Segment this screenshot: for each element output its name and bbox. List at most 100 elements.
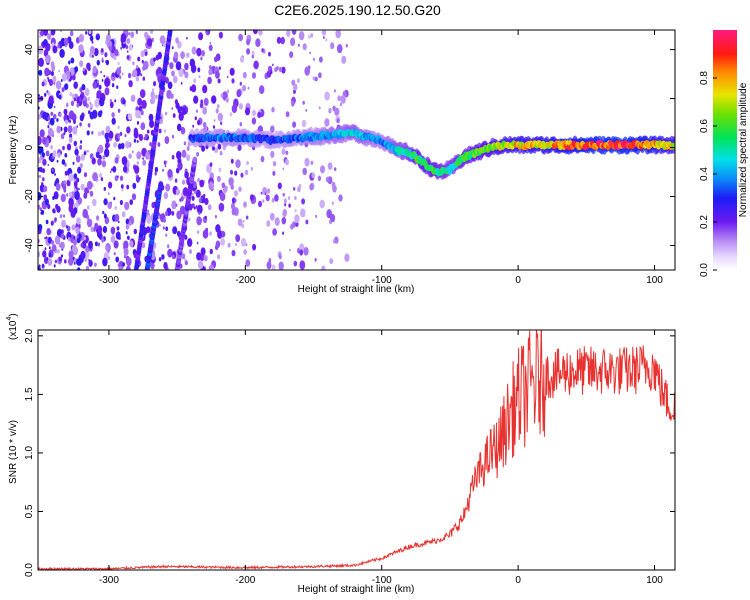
spectrogram-speckle xyxy=(69,91,73,97)
spectrogram-speckle xyxy=(165,210,169,217)
spectrogram-speckle xyxy=(78,187,80,191)
spectrogram-speckle xyxy=(98,84,102,90)
spectrogram-speckle xyxy=(208,68,213,76)
x-tick-label: -100 xyxy=(372,575,392,586)
spectrogram-speckle xyxy=(186,36,188,40)
spectrogram-speckle xyxy=(129,240,134,248)
spectrogram-speckle xyxy=(79,144,83,150)
spectrogram-speckle xyxy=(164,77,169,84)
spectrogram-speckle xyxy=(202,229,209,239)
spectrogram-speckle xyxy=(320,165,325,174)
spectrogram-speckle xyxy=(136,161,139,165)
spectrogram-speckle xyxy=(71,113,77,122)
y-tick-label: 0.0 xyxy=(24,563,35,577)
spectrogram-speckle xyxy=(339,102,342,107)
spectrogram-speckle xyxy=(39,166,43,173)
spectrogram-speckle xyxy=(187,217,191,222)
spectrogram-speckle xyxy=(47,203,51,210)
spectrogram-speckle xyxy=(76,177,80,183)
spectrogram-speckle xyxy=(149,119,155,128)
spectrogram-speckle xyxy=(163,192,169,200)
spectrogram-speckle xyxy=(84,251,90,259)
spectrogram-speckle xyxy=(123,247,129,256)
spectrogram-speckle xyxy=(131,193,137,201)
spectrogram-speckle xyxy=(68,257,74,266)
spectrogram-speckle xyxy=(142,157,144,161)
spectrogram-speckle xyxy=(50,220,54,226)
spectrogram-speckle xyxy=(200,247,206,256)
spectrogram-speckle xyxy=(198,198,202,204)
spectrogram-speckle xyxy=(308,34,311,39)
spectrogram-speckle xyxy=(219,151,223,156)
spectrogram-speckle xyxy=(119,199,123,206)
spectrogram-speckle xyxy=(270,125,275,133)
colorbar: 0.0 0.2 0.4 0.6 0.8 Normalized spectral ampl… xyxy=(699,30,749,277)
spectrogram-speckle xyxy=(196,47,202,57)
spectrogram-speckle xyxy=(337,95,342,102)
spectrogram-speckle xyxy=(122,262,125,267)
spectrogram-speckle xyxy=(150,96,156,104)
spectrogram-speckle xyxy=(106,34,111,42)
spectrogram-speckle xyxy=(344,253,350,262)
spectrogram-speckle xyxy=(86,62,91,70)
spectrogram-speckle xyxy=(131,150,134,154)
spectrogram-speckle xyxy=(235,159,241,169)
spectrogram-speckle xyxy=(103,213,107,219)
spectrogram-speckle xyxy=(59,112,62,118)
spectrogram-speckle xyxy=(309,51,311,55)
spectrogram-speckle xyxy=(142,76,146,81)
spectrogram-speckle xyxy=(47,258,53,266)
spectrogram-speckle xyxy=(235,243,237,246)
spectrogram-speckle xyxy=(278,66,283,73)
spectrogram-speckle xyxy=(159,35,166,45)
spectrogram-speckle xyxy=(334,89,336,93)
spectrogram-speckle xyxy=(55,178,60,185)
spectrogram-speckle xyxy=(74,190,80,201)
spectrogram-speckle xyxy=(109,101,114,109)
spectrogram-speckle xyxy=(240,237,247,247)
spectrogram-speckle xyxy=(117,175,119,178)
spectrogram-speckle xyxy=(246,38,251,46)
spectrogram-speckle xyxy=(127,72,132,79)
spectrogram-speckle xyxy=(127,113,133,121)
spectrogram-speckle xyxy=(154,171,157,176)
spectrogram-speckle xyxy=(126,55,130,60)
spectrogram-speckle xyxy=(220,93,224,98)
spectrogram-speckle xyxy=(163,262,168,270)
spectrogram-speckle xyxy=(197,177,201,183)
spectrogram-speckle xyxy=(45,150,50,157)
spectrogram-speckle xyxy=(77,166,82,174)
spectrogram-speckle xyxy=(102,155,106,160)
spectrogram-speckle xyxy=(87,123,91,128)
spectrogram-speckle xyxy=(49,117,55,126)
spectrogram-speckle xyxy=(141,59,144,64)
spectrogram-speckle xyxy=(291,100,295,107)
spectrogram-speckle xyxy=(297,186,301,193)
spectrogram-speckle xyxy=(71,244,78,255)
spectrogram-speckle xyxy=(169,62,174,70)
spectrogram-speckle xyxy=(195,189,201,198)
spectrogram-speckle xyxy=(239,103,243,110)
spectrogram-speckle xyxy=(45,236,48,239)
spectrogram-streak xyxy=(192,156,198,163)
spectrogram-speckle xyxy=(118,220,120,224)
spectrogram-speckle xyxy=(38,204,41,210)
spectrogram-speckle xyxy=(327,162,333,170)
spectrogram-speckle xyxy=(136,121,140,125)
spectrogram-speckle xyxy=(75,155,81,163)
spectrogram-speckle xyxy=(117,62,120,66)
spectrogram-speckle xyxy=(70,57,75,64)
spectrogram-speckle xyxy=(38,223,43,231)
spectrogram-speckle xyxy=(230,169,233,175)
spectrogram-speckle xyxy=(71,224,76,231)
spectrogram-speckle xyxy=(172,113,176,118)
spectrogram-speckle xyxy=(61,159,66,165)
spectrogram-speckle xyxy=(146,214,152,224)
spectrogram-speckle xyxy=(74,149,78,155)
spectrogram-speckle xyxy=(121,211,126,218)
spectrogram-speckle xyxy=(238,33,244,42)
spectrogram-speckle xyxy=(296,78,300,84)
spectrogram-speckle xyxy=(96,95,98,99)
spectrogram-speckle xyxy=(176,150,182,160)
spectrogram-speckle xyxy=(73,238,77,246)
